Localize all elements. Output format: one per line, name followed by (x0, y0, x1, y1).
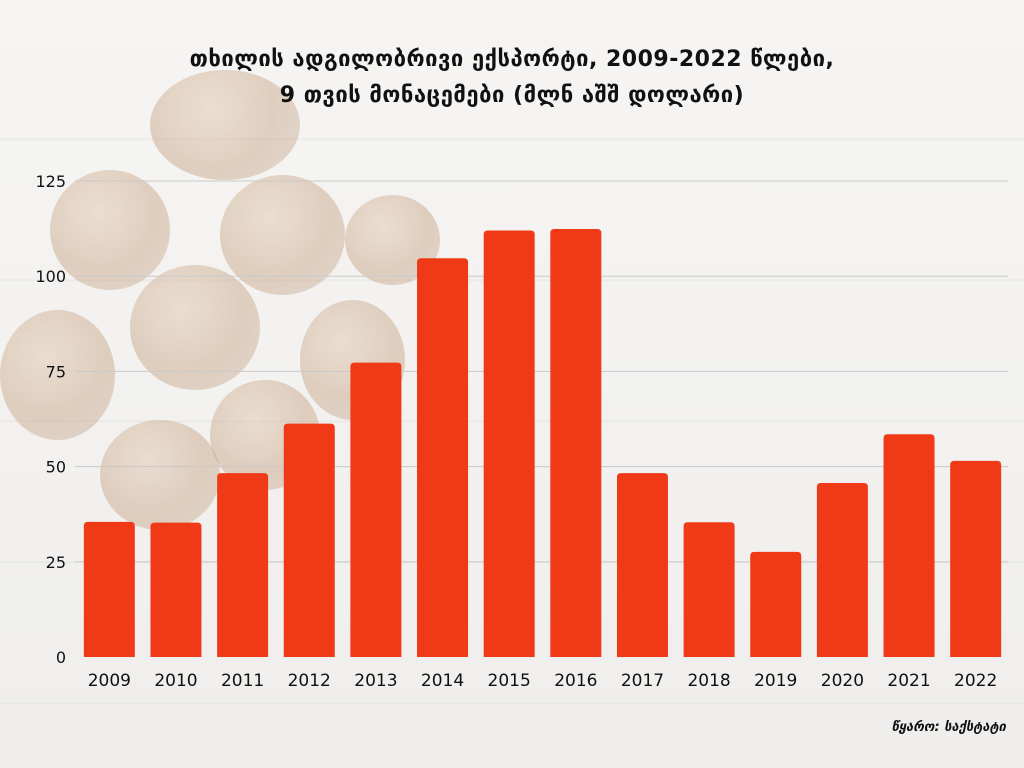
bar-2016 (550, 228, 602, 657)
bar-2013 (350, 362, 402, 657)
x-tick-label: 2009 (88, 671, 131, 691)
bar-2017 (616, 473, 668, 657)
x-axis-tick-labels: 2009 2010 2011 2012 2013 2014 2015 2016 2017 2018… (88, 671, 998, 691)
x-tick-label: 2021 (887, 671, 930, 691)
grid-lines (75, 180, 1008, 563)
y-tick-label: 100 (35, 267, 66, 286)
chart-title-line2: 9 თვის მონაცემები (მლნ აშშ დოლარი) (279, 83, 745, 108)
chart-title-line1: თხილის ადგილობრივი ექსპორტი, 2009-2022 წ… (189, 47, 835, 72)
bar-2015 (483, 230, 535, 657)
y-axis-tick-labels: 0 25 50 75 100 125 (35, 172, 66, 667)
x-tick-label: 2014 (421, 671, 464, 691)
hazelnut-decoration (50, 170, 170, 290)
x-tick-label: 2016 (554, 671, 597, 691)
hazelnut-decoration (150, 70, 300, 180)
x-tick-label: 2010 (154, 671, 197, 691)
y-tick-label: 125 (35, 172, 66, 191)
hazelnut-decoration (130, 265, 260, 390)
x-tick-label: 2017 (621, 671, 664, 691)
bar-2009 (83, 521, 135, 657)
bar-2010 (150, 522, 202, 657)
bar-2014 (417, 258, 469, 657)
x-tick-label: 2020 (821, 671, 864, 691)
x-tick-label: 2018 (687, 671, 730, 691)
x-tick-label: 2022 (954, 671, 997, 691)
bar-2011 (217, 473, 269, 657)
bar-2021 (883, 434, 935, 657)
y-tick-label: 25 (46, 553, 66, 572)
bar-2020 (816, 482, 868, 657)
x-tick-label: 2019 (754, 671, 797, 691)
hazelnut-decoration (220, 175, 345, 295)
bar-2012 (283, 423, 335, 657)
x-tick-label: 2012 (288, 671, 331, 691)
y-tick-label: 0 (56, 648, 66, 667)
x-tick-label: 2015 (488, 671, 531, 691)
bar-2019 (750, 551, 802, 657)
source-note: წყარო: საქსტატი (891, 720, 1006, 735)
x-tick-label: 2011 (221, 671, 264, 691)
y-tick-label: 50 (46, 458, 66, 477)
chart-title: თხილის ადგილობრივი ექსპორტი, 2009-2022 წ… (0, 42, 1024, 114)
x-tick-label: 2013 (354, 671, 397, 691)
bar-2022 (950, 460, 1002, 657)
bars (83, 228, 1002, 657)
hazelnut-decoration (100, 420, 220, 530)
bar-2018 (683, 522, 735, 657)
y-tick-label: 75 (46, 362, 66, 381)
hazelnut-decoration (0, 310, 115, 440)
